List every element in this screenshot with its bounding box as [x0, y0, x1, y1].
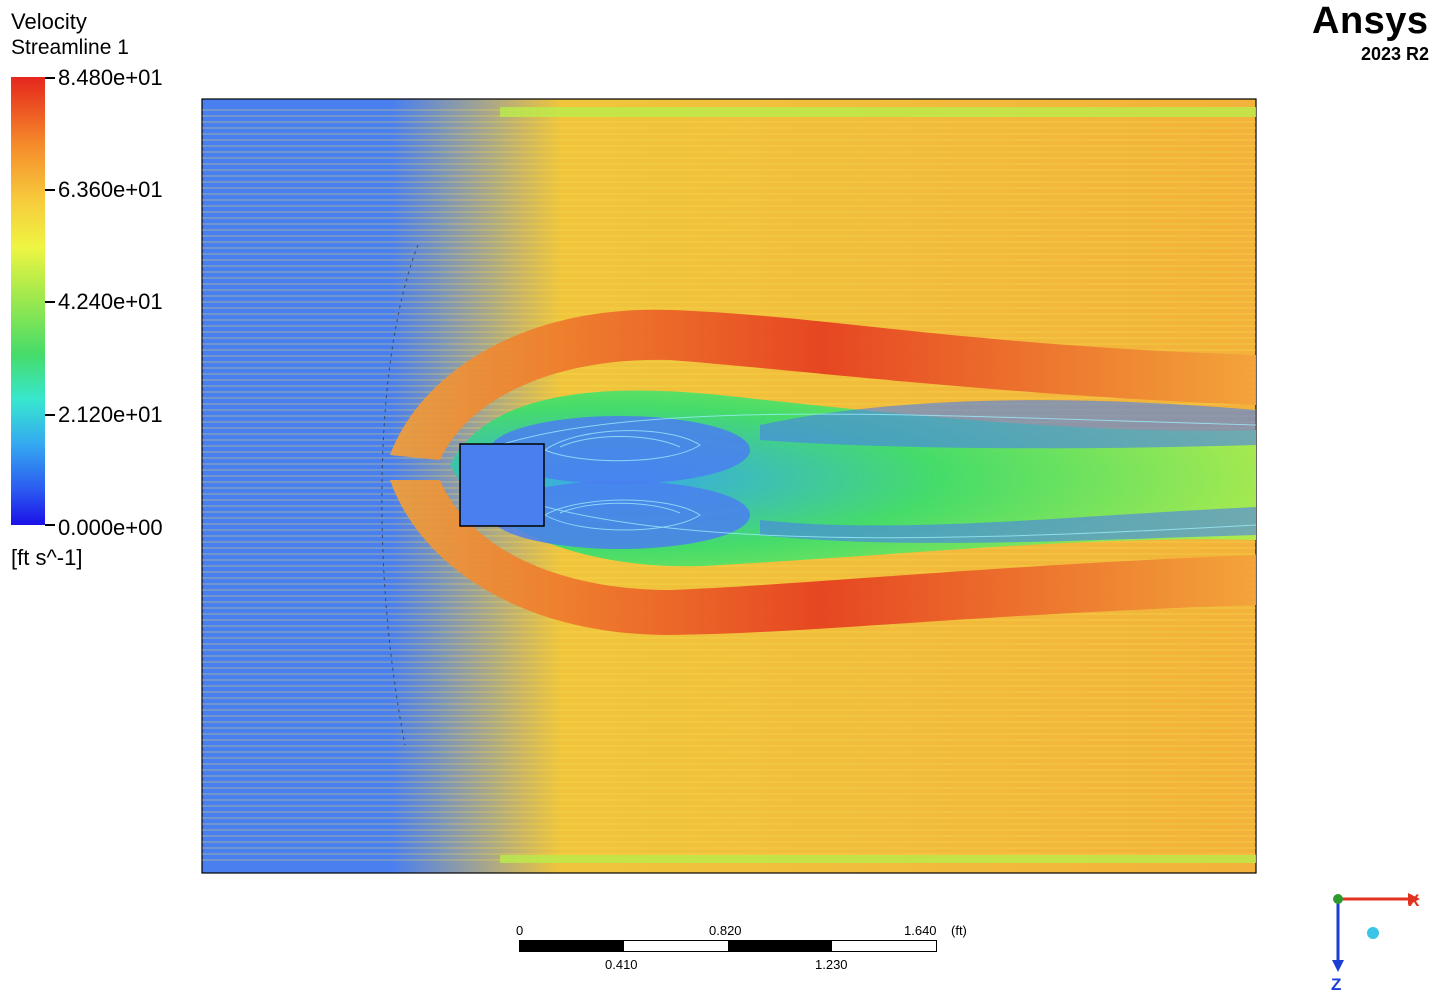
y-axis-dot	[1333, 894, 1343, 904]
legend-tick	[45, 77, 55, 79]
axis-triad[interactable]: X Z	[1320, 880, 1430, 995]
scale-label: 1.230	[815, 957, 848, 972]
legend-tick-label: 2.120e+01	[58, 402, 163, 427]
legend-unit: [ft s^-1]	[11, 545, 83, 570]
streamline-viewport[interactable]	[200, 95, 1258, 877]
scale-segment	[624, 941, 728, 951]
legend-tick	[45, 189, 55, 191]
view-origin-icon	[1367, 927, 1379, 939]
scale-segment	[520, 941, 624, 951]
scale-bar	[519, 940, 937, 952]
bluff-body	[459, 443, 545, 527]
scale-label: 0.410	[605, 957, 638, 972]
legend-tick	[45, 524, 55, 526]
legend-tick-label: 6.360e+01	[58, 177, 163, 202]
legend-tick	[45, 414, 55, 416]
legend-tick-label-max: 8.480e+01	[58, 65, 163, 90]
legend-tick	[45, 301, 55, 303]
legend-title: Velocity	[11, 9, 87, 34]
ansys-logo: Ansys	[1312, 0, 1429, 42]
color-legend-bar	[11, 77, 45, 525]
x-axis-label: X	[1408, 891, 1420, 910]
legend-tick-label: 4.240e+01	[58, 289, 163, 314]
legend-subtitle: Streamline 1	[11, 36, 129, 59]
scale-segment	[832, 941, 936, 951]
scale-label: 0	[516, 923, 524, 938]
version-label: 2023 R2	[1361, 44, 1430, 64]
scale-unit: (ft)	[951, 923, 967, 938]
z-axis-label: Z	[1331, 975, 1341, 994]
legend-tick-label-min: 0.000e+00	[58, 515, 163, 540]
scale-label: 0.820	[709, 923, 742, 938]
scale-label: 1.640	[904, 923, 937, 938]
scale-segment	[728, 941, 832, 951]
